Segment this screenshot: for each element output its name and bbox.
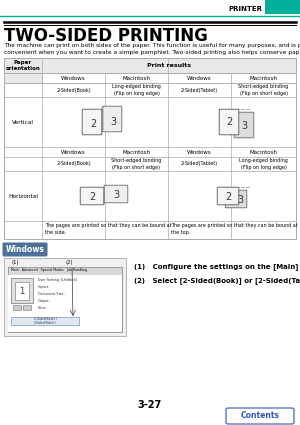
Bar: [4, 258, 126, 336]
Text: Print results: Print results: [147, 63, 191, 68]
Bar: [11, 317, 79, 325]
FancyBboxPatch shape: [82, 109, 102, 135]
Text: Windows: Windows: [61, 76, 86, 80]
FancyBboxPatch shape: [226, 408, 294, 424]
FancyBboxPatch shape: [219, 109, 239, 135]
Text: Macintosh: Macintosh: [250, 76, 278, 80]
Text: (2)   Select [2-Sided(Book)] or [2-Sided(Tablet)].: (2) Select [2-Sided(Book)] or [2-Sided(T…: [134, 277, 300, 284]
Bar: [23, 305, 31, 310]
Text: 3-27: 3-27: [138, 400, 162, 410]
Bar: [4, 73, 42, 83]
FancyBboxPatch shape: [102, 106, 122, 132]
Bar: [8, 267, 122, 332]
Text: Long-edged binding
(Flip on long edge): Long-edged binding (Flip on long edge): [112, 85, 161, 96]
Text: 2: 2: [89, 192, 95, 202]
Text: 2-Sided(Book): 2-Sided(Book): [56, 88, 91, 93]
Bar: [4, 58, 296, 73]
Text: Paper
orientation: Paper orientation: [6, 60, 41, 71]
FancyBboxPatch shape: [2, 243, 47, 257]
Text: PRINTER: PRINTER: [228, 6, 262, 12]
Text: Macintosh: Macintosh: [250, 150, 278, 155]
FancyBboxPatch shape: [104, 185, 128, 203]
Text: Output:: Output:: [38, 299, 51, 303]
Text: (1): (1): [12, 260, 20, 265]
Text: TWO-SIDED PRINTING: TWO-SIDED PRINTING: [4, 27, 208, 45]
Text: 3: 3: [237, 195, 243, 205]
Text: Windows: Windows: [61, 150, 86, 155]
FancyBboxPatch shape: [80, 187, 104, 205]
Text: 3: 3: [110, 117, 116, 127]
Bar: [8, 267, 122, 275]
Text: Windows: Windows: [6, 245, 44, 254]
Text: Contents: Contents: [241, 411, 280, 420]
Text: The machine can print on both sides of the paper. This function is useful for ma: The machine can print on both sides of t…: [4, 43, 300, 48]
Text: 2: 2: [226, 117, 232, 127]
Bar: [11, 278, 33, 303]
Text: 2-Sided(Tablet): 2-Sided(Tablet): [181, 162, 218, 167]
Text: (1)   Configure the settings on the [Main] tab.: (1) Configure the settings on the [Main]…: [134, 263, 300, 270]
Text: Main   Advanced   Special Modes   Job Handling: Main Advanced Special Modes Job Handling: [11, 268, 87, 272]
Bar: [13, 305, 21, 310]
Text: User Setting: [Untitled]: User Setting: [Untitled]: [38, 278, 77, 282]
Text: Horizontal: Horizontal: [8, 193, 38, 198]
Bar: [15, 282, 29, 300]
Text: 1: 1: [20, 286, 25, 295]
Text: Short-edged binding
(Flip on short edge): Short-edged binding (Flip on short edge): [238, 85, 289, 96]
Text: Short-edged binding
(Flip on short edge): Short-edged binding (Flip on short edge): [111, 159, 162, 170]
Bar: [4, 58, 296, 239]
FancyBboxPatch shape: [217, 187, 239, 205]
Text: 2-Sided(Book): 2-Sided(Book): [56, 162, 91, 167]
Text: Macintosh: Macintosh: [122, 76, 151, 80]
Text: Long-edged binding
(Flip on long edge): Long-edged binding (Flip on long edge): [239, 159, 288, 170]
Text: 2-Sided(Book) /
2-Sided(Tablet): 2-Sided(Book) / 2-Sided(Tablet): [34, 317, 56, 326]
Text: Copies:: Copies:: [38, 285, 50, 289]
Bar: [42, 73, 296, 83]
Text: Vertical: Vertical: [12, 119, 34, 125]
Text: Windows: Windows: [187, 150, 212, 155]
Text: Document Size:: Document Size:: [38, 292, 64, 296]
Text: Windows: Windows: [187, 76, 212, 80]
Bar: [265, 0, 300, 14]
Bar: [8, 275, 122, 332]
Text: 3: 3: [241, 121, 247, 131]
Text: The pages are printed so that they can be bound at
the side.: The pages are printed so that they can b…: [45, 223, 172, 235]
Text: 2: 2: [225, 192, 231, 202]
FancyBboxPatch shape: [234, 112, 254, 138]
Text: Macintosh: Macintosh: [122, 150, 151, 155]
Text: None: None: [38, 306, 47, 310]
Text: 2: 2: [90, 119, 96, 129]
Text: convenient when you want to create a simple pamphlet. Two-sided printing also he: convenient when you want to create a sim…: [4, 50, 300, 55]
FancyBboxPatch shape: [225, 190, 247, 208]
Text: 2-Sided(Tablet): 2-Sided(Tablet): [181, 88, 218, 93]
Text: 3: 3: [113, 190, 119, 200]
Text: The pages are printed so that they can be bound at
the top.: The pages are printed so that they can b…: [171, 223, 298, 235]
Text: (2): (2): [66, 260, 74, 265]
